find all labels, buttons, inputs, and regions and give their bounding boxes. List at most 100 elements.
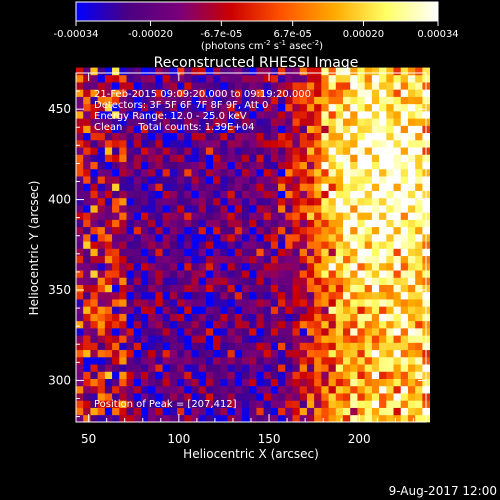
- heatmap-cell: [357, 205, 366, 213]
- heatmap-cell: [335, 299, 344, 307]
- heatmap-cell: [83, 168, 91, 177]
- heatmap-cell: [328, 313, 337, 322]
- heatmap-cell: [393, 248, 402, 257]
- heatmap-cell: [263, 139, 272, 148]
- heatmap-cell: [386, 364, 394, 372]
- heatmap-cell: [104, 233, 113, 242]
- heatmap-cell: [321, 183, 329, 191]
- heatmap-cell: [314, 132, 322, 141]
- heatmap-cell: [241, 190, 250, 199]
- heatmap-cell: [148, 306, 156, 314]
- heatmap-cell: [292, 89, 301, 97]
- heatmap-cell: [133, 262, 142, 271]
- heatmap-cell: [83, 161, 91, 170]
- heatmap-cell: [220, 313, 228, 322]
- heatmap-cell: [343, 241, 351, 249]
- heatmap-cell: [213, 270, 221, 278]
- heatmap-cell: [306, 67, 315, 76]
- heatmap-cell: [90, 197, 99, 206]
- heatmap-cell: [177, 320, 185, 329]
- heatmap-cell: [379, 67, 387, 76]
- heatmap-cell: [191, 241, 200, 249]
- heatmap-cell: [299, 147, 308, 155]
- heatmap-cell: [407, 197, 416, 206]
- heatmap-cell: [155, 176, 163, 184]
- heatmap-cell: [357, 190, 366, 199]
- heatmap-cell: [422, 67, 431, 76]
- heatmap-cell: [169, 183, 178, 191]
- heatmap-cell: [415, 110, 423, 119]
- heatmap-cell: [227, 248, 236, 257]
- heatmap-cell: [169, 176, 178, 184]
- heatmap-cell: [249, 299, 257, 307]
- heatmap-cell: [256, 67, 265, 76]
- heatmap-cell: [256, 393, 265, 401]
- heatmap-cell: [371, 248, 380, 257]
- heatmap-cell: [285, 349, 293, 358]
- heatmap-cell: [393, 335, 402, 343]
- heatmap-cell: [256, 190, 265, 199]
- heatmap-cell: [386, 139, 394, 148]
- heatmap-cell: [184, 125, 192, 134]
- heatmap-cell: [386, 226, 394, 235]
- heatmap-cell: [177, 313, 185, 322]
- heatmap-cell: [270, 197, 279, 206]
- heatmap-cell: [241, 183, 250, 191]
- heatmap-cell: [350, 270, 358, 278]
- heatmap-cell: [321, 82, 329, 90]
- heatmap-cell: [191, 327, 200, 336]
- heatmap-cell: [169, 190, 178, 199]
- heatmap-cell: [76, 118, 84, 126]
- heatmap-cell: [241, 74, 250, 83]
- heatmap-cell: [119, 306, 127, 314]
- heatmap-cell: [328, 364, 337, 372]
- heatmap-cell: [198, 248, 207, 257]
- heatmap-cell: [241, 378, 250, 387]
- heatmap-cell: [400, 233, 409, 242]
- heatmap-cell: [407, 248, 416, 257]
- heatmap-cell: [328, 96, 337, 105]
- heatmap-cell: [97, 74, 106, 83]
- heatmap-cell: [220, 233, 228, 242]
- heatmap-cell: [140, 103, 149, 112]
- heatmap-cell: [241, 335, 250, 343]
- heatmap-cell: [191, 161, 200, 170]
- heatmap-cell: [256, 125, 265, 134]
- heatmap-cell: [169, 284, 178, 293]
- heatmap-cell: [169, 262, 178, 271]
- heatmap-cell: [169, 320, 178, 329]
- heatmap-cell: [364, 277, 373, 285]
- heatmap-cell: [126, 139, 135, 148]
- heatmap-cell: [306, 205, 315, 213]
- heatmap-cell: [299, 306, 308, 314]
- heatmap-cell: [76, 154, 84, 162]
- heatmap-cell: [76, 335, 84, 343]
- heatmap-cell: [379, 219, 387, 228]
- heatmap-cell: [112, 356, 120, 365]
- heatmap-cell: [407, 385, 416, 394]
- heatmap-cell: [328, 89, 337, 97]
- heatmap-cell: [393, 306, 402, 314]
- heatmap-cell: [241, 262, 250, 271]
- heatmap-cell: [227, 125, 236, 134]
- heatmap-cell: [76, 226, 84, 235]
- heatmap-cell: [104, 291, 113, 300]
- heatmap-cell: [249, 371, 257, 379]
- heatmap-cell: [227, 197, 236, 206]
- heatmap-cell: [299, 241, 308, 249]
- heatmap-cell: [393, 364, 402, 372]
- heatmap-cell: [256, 82, 265, 90]
- heatmap-cell: [213, 400, 221, 408]
- heatmap-cell: [83, 176, 91, 184]
- heatmap-cell: [220, 67, 228, 76]
- heatmap-cell: [241, 82, 250, 90]
- heatmap-cell: [155, 414, 163, 423]
- heatmap-cell: [256, 103, 265, 112]
- heatmap-cell: [371, 255, 380, 264]
- heatmap-cell: [285, 313, 293, 322]
- heatmap-cell: [90, 291, 99, 300]
- heatmap-cell: [249, 327, 257, 336]
- heatmap-cell: [119, 255, 127, 264]
- heatmap-cell: [299, 118, 308, 126]
- heatmap-cell: [306, 132, 315, 141]
